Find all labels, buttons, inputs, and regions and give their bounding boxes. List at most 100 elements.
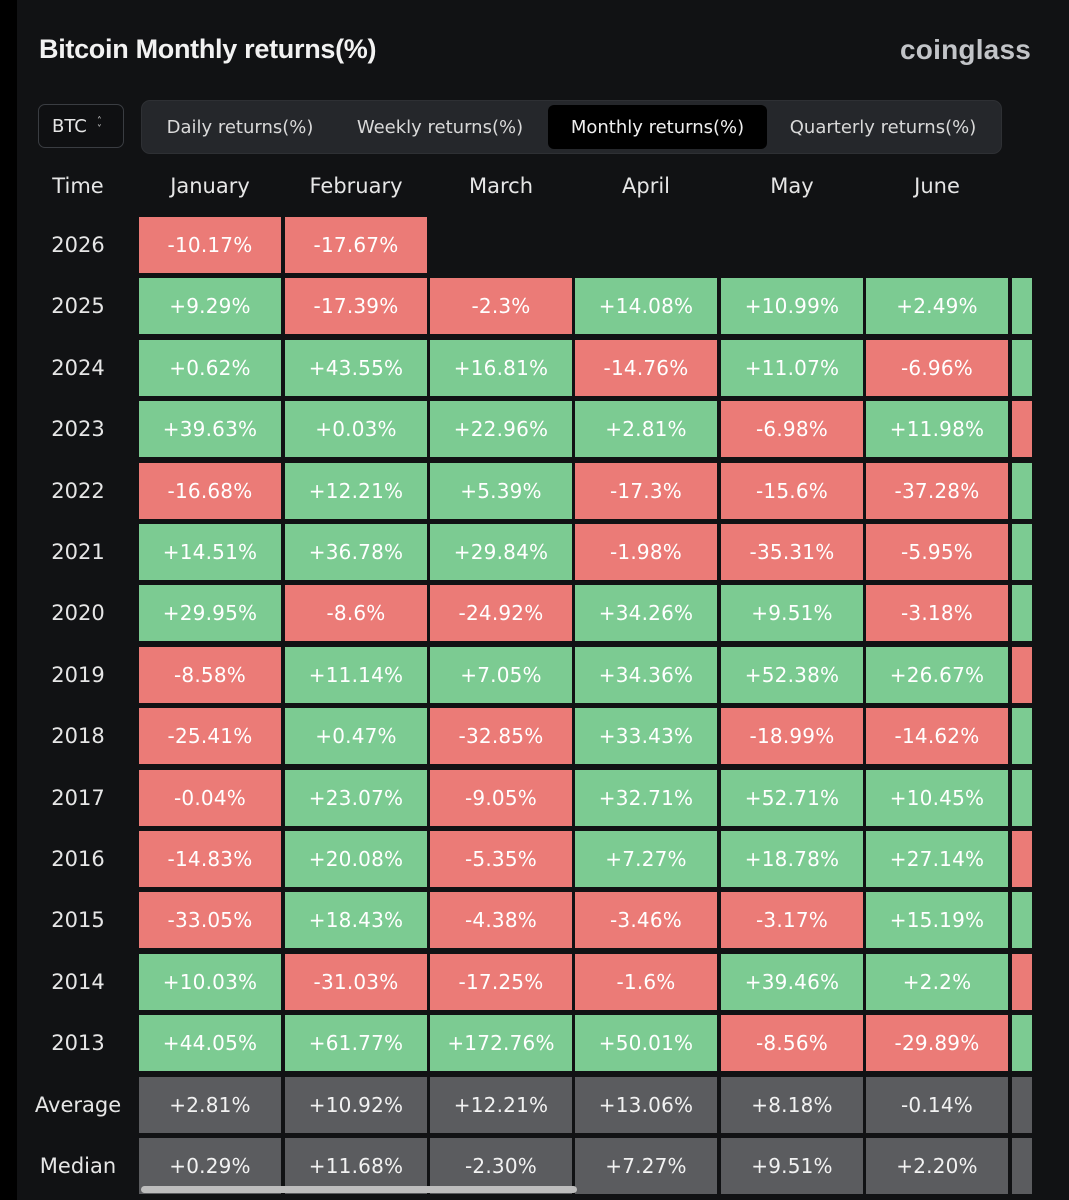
return-cell-june: +10.45% [866,770,1008,826]
return-cell-march: +172.76% [430,1015,572,1071]
return-cell-april: -14.76% [575,340,717,396]
summary-cell-march: -2.30% [430,1138,572,1194]
return-cell-june: +11.98% [866,401,1008,457]
tab-quarterly-returns[interactable]: Quarterly returns(%) [789,116,977,138]
return-cell-july-partial [1012,1077,1032,1133]
coin-selector[interactable]: BTC ˄ ˅ [38,104,124,148]
return-cell-june: +2.2% [866,954,1008,1010]
return-cell-february: +23.07% [285,770,427,826]
return-cell-march: +22.96% [430,401,572,457]
return-cell-april: +50.01% [575,1015,717,1071]
return-cell-july-partial [1012,831,1032,887]
year-label: 2024 [51,356,105,380]
return-cell-may: +10.99% [721,278,863,334]
year-label: 2017 [51,786,105,810]
return-cell-february: -8.6% [285,585,427,641]
page-title: Bitcoin Monthly returns(%) [39,34,377,64]
return-cell-april: +32.71% [575,770,717,826]
summary-cell-february: +10.92% [285,1077,427,1133]
return-cell-february: +11.14% [285,647,427,703]
return-cell-july-partial [1012,1138,1032,1194]
return-cell-march: -32.85% [430,708,572,764]
return-cell-january: +44.05% [139,1015,281,1071]
return-cell-april: +34.36% [575,647,717,703]
column-header-january: January [170,174,250,198]
return-cell-july-partial [1012,708,1032,764]
return-cell-february: +0.03% [285,401,427,457]
summary-cell-june: +2.20% [866,1138,1008,1194]
return-cell-april: +2.81% [575,401,717,457]
return-cell-february: +0.47% [285,708,427,764]
summary-label: Median [39,1154,117,1178]
column-header-march: March [468,174,533,198]
year-label: 2013 [51,1031,105,1055]
year-label: 2020 [51,601,105,625]
return-cell-may: -8.56% [721,1015,863,1071]
summary-cell-may: +9.51% [721,1138,863,1194]
return-cell-april: -1.6% [575,954,717,1010]
return-cell-march: +29.84% [430,524,572,580]
return-cell-march: +16.81% [430,340,572,396]
year-label: 2016 [51,847,105,871]
summary-cell-may: +8.18% [721,1077,863,1133]
return-cell-may: -6.98% [721,401,863,457]
return-cell-february: -17.67% [285,217,427,273]
return-cell-april: +33.43% [575,708,717,764]
return-cell-april: +14.08% [575,278,717,334]
column-header-time: Time [52,174,104,198]
return-cell-february: +36.78% [285,524,427,580]
return-cell-january: +0.62% [139,340,281,396]
return-cell-april: -17.3% [575,463,717,519]
return-cell-june: -3.18% [866,585,1008,641]
return-cell-april: -3.46% [575,892,717,948]
return-cell-january: -33.05% [139,892,281,948]
return-cell-june: -37.28% [866,463,1008,519]
chevron-up-down-icon: ˄ ˅ [96,116,102,135]
return-cell-february: +12.21% [285,463,427,519]
return-cell-february: +61.77% [285,1015,427,1071]
return-cell-january: -16.68% [139,463,281,519]
coin-selector-value: BTC [52,115,87,137]
return-cell-july-partial [1012,647,1032,703]
year-label: 2026 [51,233,105,257]
return-cell-july-partial [1012,954,1032,1010]
year-label: 2023 [51,417,105,441]
return-cell-february: +20.08% [285,831,427,887]
summary-cell-january: +0.29% [139,1138,281,1194]
year-label: 2014 [51,970,105,994]
return-cell-june: +2.49% [866,278,1008,334]
summary-cell-april: +7.27% [575,1138,717,1194]
return-cell-march: -9.05% [430,770,572,826]
return-cell-january: +39.63% [139,401,281,457]
return-cell-july-partial [1012,585,1032,641]
return-cell-may: -35.31% [721,524,863,580]
tab-daily-returns[interactable]: Daily returns(%) [166,116,314,138]
return-cell-january: -10.17% [139,217,281,273]
summary-label: Average [34,1093,122,1117]
summary-cell-june: -0.14% [866,1077,1008,1133]
return-cell-may: +52.38% [721,647,863,703]
return-cell-january: +10.03% [139,954,281,1010]
return-cell-july-partial [1012,770,1032,826]
tab-weekly-returns[interactable]: Weekly returns(%) [356,116,524,138]
monthly-returns-panel: Bitcoin Monthly returns(%) coinglass BTC… [17,0,1069,1200]
return-cell-march: -2.3% [430,278,572,334]
return-cell-july-partial [1012,524,1032,580]
returns-period-tabs: Daily returns(%) Weekly returns(%) Month… [141,100,1002,154]
return-cell-may: +11.07% [721,340,863,396]
horizontal-scrollbar[interactable] [141,1186,577,1193]
column-header-may: May [770,174,814,198]
tab-monthly-returns[interactable]: Monthly returns(%) [548,105,767,149]
column-header-april: April [622,174,670,198]
return-cell-june: -6.96% [866,340,1008,396]
return-cell-july-partial [1012,892,1032,948]
return-cell-february: +43.55% [285,340,427,396]
year-label: 2019 [51,663,105,687]
return-cell-february: -31.03% [285,954,427,1010]
return-cell-march: +7.05% [430,647,572,703]
return-cell-april: +34.26% [575,585,717,641]
return-cell-january: +14.51% [139,524,281,580]
return-cell-march: -24.92% [430,585,572,641]
return-cell-january: -8.58% [139,647,281,703]
return-cell-march: -5.35% [430,831,572,887]
